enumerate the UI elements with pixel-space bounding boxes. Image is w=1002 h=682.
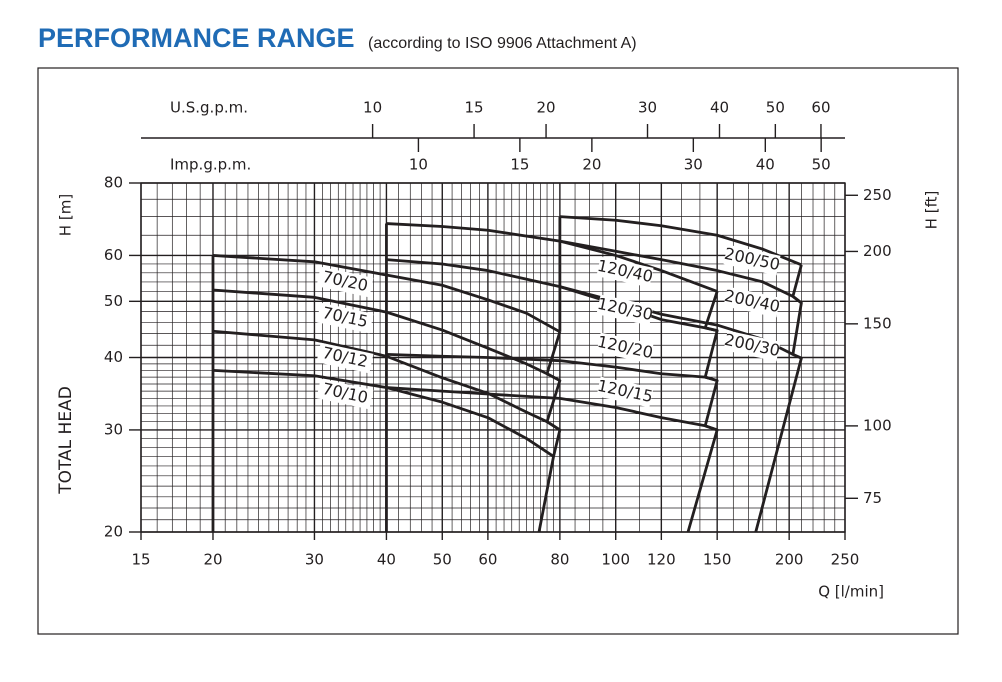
curve-label-group: 120/40 (596, 256, 655, 288)
x3-tick-label: 50 (812, 156, 831, 174)
curve-label-bg (316, 302, 374, 334)
x-tick-label: 150 (703, 551, 732, 569)
curve-label-bg (316, 378, 374, 410)
x-axis-label: Q [l/min] (818, 583, 884, 601)
pump-curve (386, 352, 718, 382)
x-tick-label: 15 (131, 551, 150, 569)
x-tick-label: 60 (478, 551, 497, 569)
y2-tick-label: 200 (863, 242, 892, 260)
x-tick-label: 200 (775, 551, 804, 569)
x3-tick-label: 20 (582, 156, 601, 174)
y2-tick-label: 100 (863, 416, 892, 434)
y-tick-label: 30 (104, 420, 123, 438)
pump-curve (212, 329, 561, 432)
curve-label-group: 200/40 (723, 286, 782, 318)
curve-label-bg (596, 332, 654, 364)
pump-curve (212, 254, 561, 334)
x3-axis-label: Imp.g.p.m. (170, 156, 251, 174)
x2-tick-label: 15 (465, 99, 484, 117)
y-tick-label: 60 (104, 246, 123, 264)
x-tick-label: 120 (647, 551, 676, 569)
pump-curve (386, 222, 718, 293)
x3-tick-label: 40 (756, 156, 775, 174)
frame (37, 67, 959, 635)
x2-axis-label: U.S.g.p.m. (170, 99, 248, 117)
curve-label-bg (596, 376, 654, 408)
curve-label-group: 200/30 (723, 330, 782, 362)
pump-curve (559, 215, 802, 267)
curve-label-bg (316, 266, 374, 298)
pump-curve (212, 288, 561, 382)
y2-tick-label: 75 (863, 489, 882, 507)
x3-tick-label: 15 (510, 156, 529, 174)
x-tick-label: 40 (377, 551, 396, 569)
y-tick-label: 20 (104, 523, 123, 541)
curve-label-group: 120/15 (596, 376, 655, 408)
y-axis-label: H [m] (57, 194, 75, 236)
chart-subtitle: (according to ISO 9906 Attachment A) (368, 35, 637, 52)
x2-tick-label: 30 (638, 99, 657, 117)
plot-border (140, 182, 846, 533)
y-tick-label: 80 (104, 174, 123, 192)
curve-label-group: 120/30 (596, 294, 655, 326)
chart-title: PERFORMANCE RANGE (38, 23, 355, 53)
curve-label-group: 70/12 (316, 342, 374, 374)
x-tick-label: 100 (601, 551, 630, 569)
limit-line (754, 264, 803, 533)
x-tick-label: 30 (305, 551, 324, 569)
curve-label-bg (596, 294, 654, 326)
y-tick-label: 50 (104, 292, 123, 310)
curve-label-bg (316, 342, 374, 374)
x2-tick-label: 50 (766, 99, 785, 117)
x2-tick-label: 40 (710, 99, 729, 117)
pump-curve (559, 239, 803, 304)
pump-curve (212, 369, 555, 458)
curve-label-bg (723, 286, 781, 318)
x2-tick-label: 10 (363, 99, 382, 117)
y2-axis-label: H [ft] (923, 191, 941, 230)
x2-tick-label: 60 (811, 99, 830, 117)
curve-label-group: 120/20 (596, 332, 655, 364)
x2-tick-label: 20 (537, 99, 556, 117)
y-tick-label: 40 (104, 348, 123, 366)
pump-curve (386, 258, 718, 333)
y2-tick-label: 250 (863, 186, 892, 204)
curve-label-group: 200/50 (723, 244, 782, 276)
y2-tick-label: 150 (863, 314, 892, 332)
curve-label-bg (723, 244, 781, 276)
x-tick-label: 50 (433, 551, 452, 569)
y-axis-title: TOTAL HEAD (56, 386, 76, 495)
x-tick-label: 80 (550, 551, 569, 569)
x-tick-label: 250 (831, 551, 860, 569)
x3-tick-label: 10 (409, 156, 428, 174)
x-tick-label: 20 (203, 551, 222, 569)
curve-label-bg (723, 330, 781, 362)
x3-tick-label: 30 (684, 156, 703, 174)
pump-curve (386, 386, 718, 432)
curve-label-bg (596, 256, 654, 288)
